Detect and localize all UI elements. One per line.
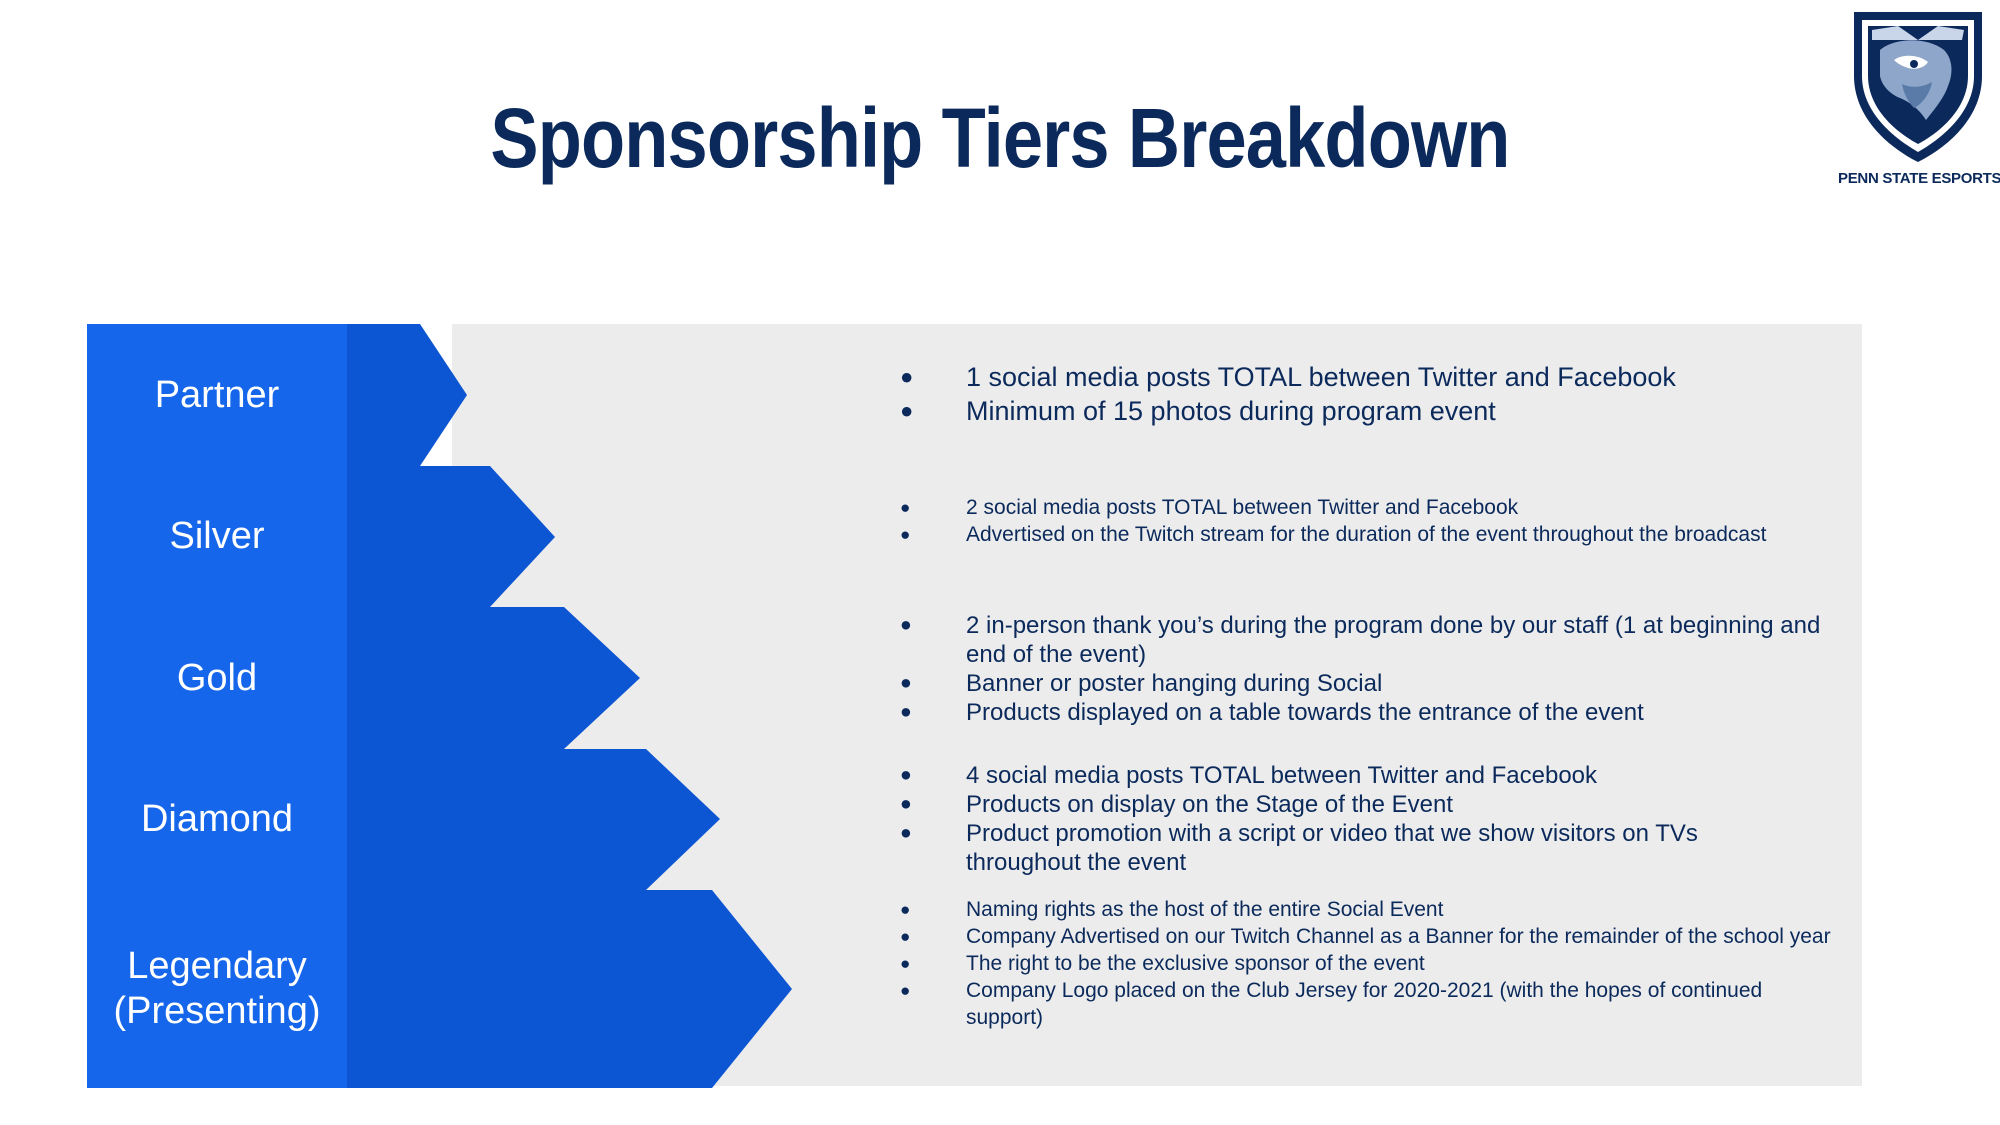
tier-gold: Gold [87, 607, 347, 749]
tier-diamond: Diamond [87, 749, 347, 890]
list-item: Company Advertised on our Twitch Channel… [900, 923, 1840, 950]
tier-arrow-diamond [346, 749, 720, 890]
list-item: Products on display on the Stage of the … [900, 790, 1740, 819]
lion-shield-icon [1854, 12, 1982, 162]
legendary-benefits-list: Naming rights as the host of the entire … [900, 896, 1840, 1031]
tier-label: Diamond [140, 798, 294, 840]
tier-label: Silver [169, 515, 265, 557]
tier-partner: Partner [87, 324, 347, 466]
list-item: Advertised on the Twitch stream for the … [900, 521, 1850, 548]
tier-arrow-legendary [346, 890, 792, 1088]
list-item: Products displayed on a table towards th… [900, 698, 1866, 727]
tier-label: Legendary (Presenting) [113, 945, 321, 1032]
penn-state-esports-logo: PENN STATE ESPORTS [1838, 6, 2000, 190]
list-item: 4 social media posts TOTAL between Twitt… [900, 761, 1740, 790]
partner-benefits-list: 1 social media posts TOTAL between Twitt… [900, 360, 1740, 428]
tier-label: Gold [176, 656, 258, 699]
list-item: Banner or poster hanging during Social [900, 669, 1866, 698]
list-item: Minimum of 15 photos during program even… [900, 394, 1740, 428]
list-item: Company Logo placed on the Club Jersey f… [900, 977, 1840, 1031]
diamond-benefits-list: 4 social media posts TOTAL between Twitt… [900, 761, 1740, 877]
list-item: 1 social media posts TOTAL between Twitt… [900, 360, 1740, 394]
list-item: Naming rights as the host of the entire … [900, 896, 1840, 923]
tier-arrow-silver [346, 466, 555, 607]
logo-wordmark: PENN STATE ESPORTS [1838, 170, 2000, 187]
page-title: Sponsorship Tiers Breakdown [490, 91, 1510, 185]
tier-silver: Silver [87, 466, 347, 607]
tier-arrow-gold [346, 607, 640, 749]
list-item: 2 in-person thank you’s during the progr… [900, 611, 1866, 669]
silver-benefits-list: 2 social media posts TOTAL between Twitt… [900, 494, 1850, 548]
tier-label: Partner [154, 373, 280, 416]
list-item: The right to be the exclusive sponsor of… [900, 950, 1840, 977]
gold-benefits-list: 2 in-person thank you’s during the progr… [900, 611, 1866, 727]
tier-legendary: Legendary (Presenting) [87, 890, 347, 1088]
list-item: 2 social media posts TOTAL between Twitt… [900, 494, 1850, 521]
tier-arrow-partner [346, 324, 467, 466]
list-item: Product promotion with a script or video… [900, 819, 1740, 877]
